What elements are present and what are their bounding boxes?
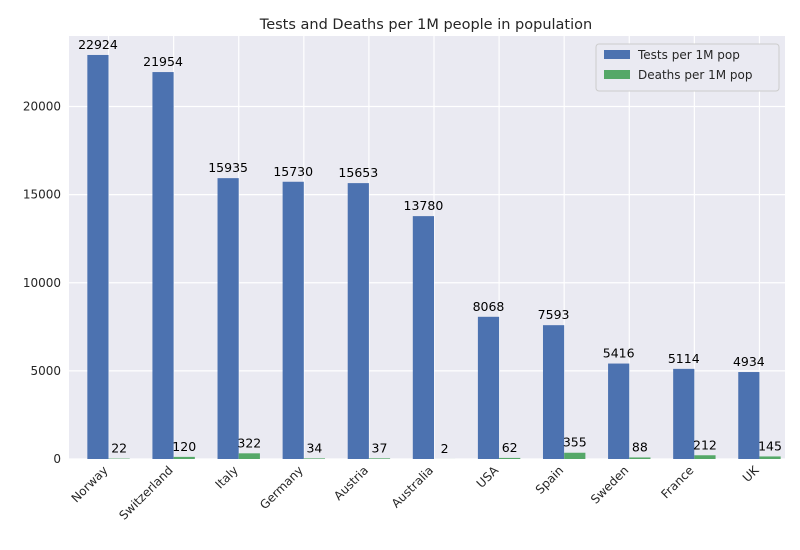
deaths-value-label: 322 (237, 435, 261, 450)
x-tick-label: Australia (389, 463, 436, 510)
deaths-value-label: 145 (758, 438, 782, 453)
deaths-bar (759, 456, 781, 459)
deaths-value-label: 62 (502, 440, 518, 455)
deaths-bar (629, 457, 651, 459)
y-tick-label: 10000 (23, 276, 61, 290)
x-tick-label: UK (740, 462, 762, 484)
legend-swatch-tests (604, 50, 630, 59)
deaths-bar (499, 457, 521, 459)
deaths-bar (303, 458, 326, 459)
tests-value-label: 5416 (603, 346, 635, 361)
tests-value-label: 8068 (473, 299, 505, 314)
tests-value-label: 22924 (78, 37, 118, 52)
tests-bar (608, 363, 630, 459)
deaths-value-label: 34 (306, 440, 322, 455)
deaths-value-label: 212 (693, 437, 717, 452)
tests-value-label: 15653 (338, 165, 378, 180)
x-tick-label: Italy (213, 463, 241, 491)
legend-label-deaths: Deaths per 1M pop (638, 68, 752, 82)
tests-value-label: 7593 (538, 307, 570, 322)
tests-bar (152, 72, 174, 459)
y-tick-label: 5000 (30, 364, 61, 378)
deaths-bar (564, 452, 586, 459)
deaths-bar (694, 455, 716, 459)
deaths-value-label: 120 (172, 439, 196, 454)
tests-bar (87, 54, 109, 459)
legend: Tests per 1M pop Deaths per 1M pop (595, 43, 780, 92)
x-axis-ticks: Norway Switzerland Italy Germany Austria Aust… (69, 462, 763, 522)
x-tick-label: USA (474, 463, 502, 491)
y-tick-label: 15000 (23, 188, 61, 202)
tests-bar (673, 368, 695, 459)
deaths-bar (173, 456, 195, 459)
y-tick-label: 0 (53, 452, 61, 466)
tests-bar (477, 316, 500, 459)
tests-value-label: 5114 (668, 351, 700, 366)
deaths-bar (238, 453, 260, 459)
x-tick-label: Germany (257, 463, 306, 512)
y-axis-ticks: 0 5000 10000 15000 20000 (23, 100, 61, 467)
tests-bar (347, 183, 369, 459)
tests-value-label: 21954 (143, 54, 183, 69)
tests-bar (412, 216, 434, 459)
tests-bar (738, 372, 760, 459)
tests-bar (542, 325, 565, 459)
bar-labels: 22924 21954 15935 15730 15653 13780 8068 7593 54… (78, 37, 782, 456)
deaths-value-label: 22 (111, 441, 127, 456)
tests-bar (217, 178, 239, 459)
x-tick-label: Austria (331, 463, 371, 503)
legend-swatch-deaths (604, 70, 630, 79)
legend-box (595, 43, 780, 92)
x-tick-label: Spain (533, 463, 567, 497)
deaths-bar (368, 458, 391, 459)
tests-value-label: 4934 (733, 354, 765, 369)
bars (87, 54, 781, 460)
chart-title: Tests and Deaths per 1M people in popula… (259, 17, 592, 33)
legend-label-tests: Tests per 1M pop (637, 48, 740, 62)
deaths-value-label: 88 (632, 439, 648, 454)
y-tick-label: 20000 (23, 100, 61, 114)
x-tick-label: Sweden (588, 463, 631, 506)
x-tick-label: Switzerland (116, 463, 175, 522)
tests-value-label: 13780 (404, 198, 444, 213)
deaths-value-label: 37 (372, 440, 388, 455)
tests-value-label: 15935 (208, 160, 248, 175)
deaths-value-label: 355 (563, 435, 587, 450)
deaths-value-label: 2 (441, 441, 449, 456)
tests-value-label: 15730 (273, 164, 313, 179)
x-tick-label: Norway (69, 463, 111, 505)
x-tick-label: France (658, 463, 696, 501)
tests-bar (282, 181, 304, 460)
